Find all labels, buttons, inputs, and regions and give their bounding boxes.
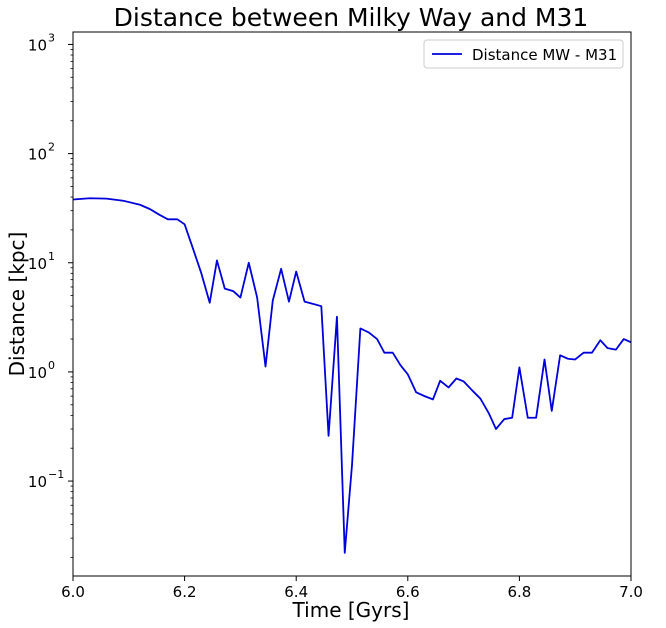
y-tick-label: 10 <box>28 473 47 491</box>
y-tick-label: 10 <box>28 36 47 54</box>
axes-frame <box>72 31 632 577</box>
x-tick-label: 6.4 <box>284 583 308 601</box>
x-tick-label: 7.0 <box>619 583 643 601</box>
series-line-0 <box>73 197 631 554</box>
y-tick-exponent: 1 <box>48 250 55 263</box>
y-axis-label: Distance [kpc] <box>5 232 29 377</box>
y-tick-label: 10 <box>28 146 47 164</box>
legend-label: Distance MW - M31 <box>472 46 617 64</box>
y-tick-label: 10 <box>28 255 47 273</box>
x-tick-label: 6.6 <box>396 583 420 601</box>
x-tick-label: 6.8 <box>507 583 531 601</box>
x-tick-label: 6.2 <box>173 583 197 601</box>
y-tick-label: 10 <box>28 364 47 382</box>
chart-title: Distance between Milky Way and M31 <box>114 3 589 32</box>
x-axis-label: Time [Gyrs] <box>292 598 410 622</box>
y-tick-exponent: 2 <box>48 141 55 154</box>
x-tick-label: 6.0 <box>61 583 85 601</box>
legend-box <box>423 39 624 69</box>
y-tick-exponent: 3 <box>48 31 55 44</box>
legend: Distance MW - M31 <box>423 39 624 69</box>
y-tick-exponent: −1 <box>48 468 64 481</box>
y-tick-exponent: 0 <box>48 359 55 372</box>
